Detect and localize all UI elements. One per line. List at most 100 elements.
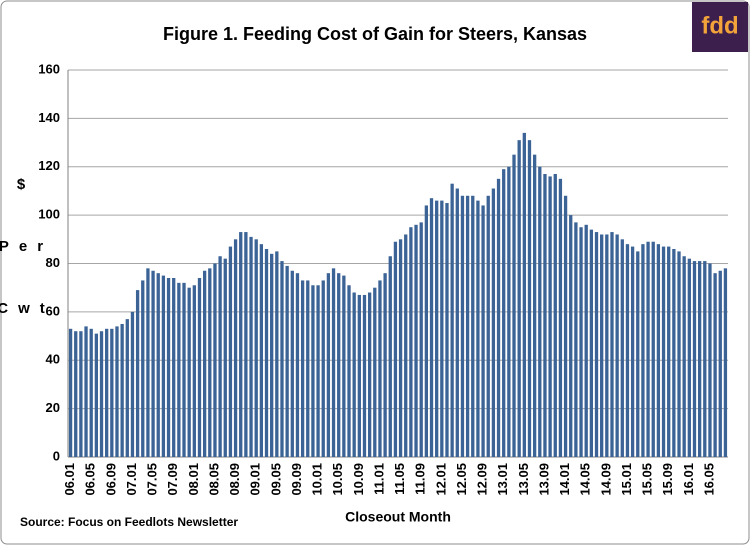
x-tick-label: 10.09 bbox=[351, 463, 366, 496]
bar bbox=[264, 248, 269, 457]
bar bbox=[223, 258, 227, 457]
bar bbox=[244, 232, 248, 457]
bar bbox=[300, 280, 305, 457]
bar bbox=[202, 270, 207, 457]
bar bbox=[79, 331, 83, 457]
bar bbox=[146, 268, 150, 457]
bar bbox=[563, 195, 568, 457]
bar bbox=[115, 326, 119, 457]
bar bbox=[182, 282, 186, 457]
bar bbox=[74, 331, 78, 457]
bar bbox=[610, 232, 614, 457]
y-axis-label: $ Per Cwt bbox=[0, 176, 55, 317]
bar bbox=[316, 285, 320, 457]
bar bbox=[156, 273, 160, 457]
bar bbox=[697, 261, 702, 457]
bar bbox=[625, 244, 630, 457]
bar bbox=[409, 227, 413, 457]
bar bbox=[496, 178, 501, 457]
x-axis-label: Closeout Month bbox=[345, 509, 451, 525]
bar bbox=[404, 234, 408, 457]
bar bbox=[615, 234, 619, 457]
bar bbox=[135, 290, 140, 457]
bar bbox=[337, 273, 341, 457]
bar bbox=[569, 215, 573, 457]
y-tick-label: 100 bbox=[38, 207, 60, 222]
x-tick-label: 07.05 bbox=[145, 463, 160, 496]
bar bbox=[718, 270, 722, 457]
y-tick-label: 80 bbox=[46, 255, 60, 270]
bar bbox=[419, 222, 423, 457]
x-tick-label: 08.09 bbox=[227, 463, 242, 496]
bar bbox=[233, 239, 238, 457]
x-tick-label: 09.01 bbox=[248, 463, 263, 496]
bar bbox=[192, 285, 196, 457]
bar bbox=[398, 239, 403, 457]
bar bbox=[94, 333, 99, 457]
bar bbox=[68, 328, 73, 457]
bar bbox=[285, 265, 289, 457]
bar bbox=[218, 256, 222, 457]
bar bbox=[476, 200, 480, 458]
bar bbox=[347, 285, 351, 457]
bar bbox=[435, 200, 439, 458]
bar bbox=[290, 270, 294, 457]
bar bbox=[445, 203, 449, 457]
x-tick-label: 15.05 bbox=[640, 463, 655, 496]
x-tick-label: 09.09 bbox=[289, 463, 304, 496]
logo: fdd bbox=[701, 12, 738, 39]
bar bbox=[388, 256, 392, 457]
x-tick-label: 11.05 bbox=[392, 463, 407, 495]
bar bbox=[177, 282, 181, 457]
bar bbox=[641, 244, 645, 457]
bar bbox=[357, 294, 361, 457]
x-tick-label: 06.05 bbox=[83, 463, 98, 496]
bar bbox=[517, 140, 521, 458]
x-tick-label: 07.09 bbox=[165, 463, 180, 496]
bar bbox=[460, 195, 465, 457]
bar bbox=[213, 263, 217, 457]
bar bbox=[110, 328, 114, 457]
source-note: Source: Focus on Feedlots Newsletter bbox=[20, 515, 238, 529]
bar bbox=[656, 244, 661, 457]
bar bbox=[486, 195, 490, 457]
bar bbox=[605, 234, 609, 457]
x-tick-label: 09.05 bbox=[268, 463, 283, 496]
bar bbox=[125, 319, 129, 457]
bar bbox=[667, 246, 671, 457]
bar bbox=[600, 234, 604, 457]
bar bbox=[646, 241, 650, 457]
bar bbox=[141, 280, 145, 457]
bar bbox=[558, 178, 563, 457]
bar bbox=[130, 311, 135, 457]
bar bbox=[228, 246, 233, 457]
x-tick-label: 10.01 bbox=[310, 463, 325, 496]
bar bbox=[584, 224, 588, 457]
bar bbox=[383, 273, 387, 457]
bar bbox=[574, 222, 578, 457]
bar bbox=[270, 253, 274, 457]
bar bbox=[651, 241, 655, 457]
x-tick-label: 14.01 bbox=[557, 463, 572, 496]
y-tick-label: 140 bbox=[38, 110, 60, 125]
bar bbox=[280, 261, 284, 457]
bar bbox=[166, 278, 171, 457]
bar bbox=[630, 246, 635, 457]
bar bbox=[197, 278, 202, 457]
logo-box bbox=[692, 2, 748, 52]
bar bbox=[362, 294, 367, 457]
bar bbox=[352, 292, 356, 457]
x-tick-label: 11.09 bbox=[413, 463, 428, 495]
bar bbox=[105, 328, 109, 457]
y-tick-label: 20 bbox=[46, 400, 60, 415]
x-tick-label: 13.01 bbox=[495, 463, 510, 496]
bar bbox=[481, 205, 485, 457]
bar bbox=[527, 140, 532, 458]
bar bbox=[661, 246, 666, 457]
bar bbox=[471, 195, 475, 457]
bar bbox=[161, 275, 166, 457]
bar bbox=[708, 263, 712, 457]
bar bbox=[548, 176, 552, 458]
x-tick-label: 10.05 bbox=[330, 463, 345, 496]
